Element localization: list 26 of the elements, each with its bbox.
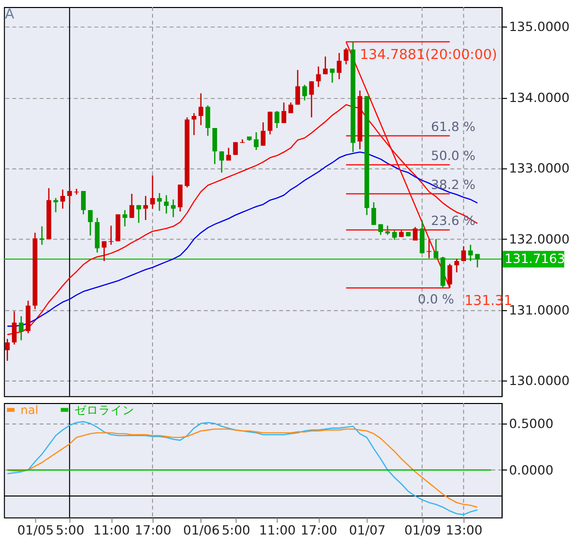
x-tick-label: 11:00 [93, 522, 130, 538]
x-tick-label: 5:00 [222, 522, 250, 538]
y-tick-label: 0.0000 [508, 462, 554, 478]
series-label: 0.0 % [418, 292, 454, 307]
x-tick-label: 13:00 [446, 522, 482, 538]
series-label: 61.8 % [431, 118, 476, 134]
annotation: A [4, 6, 15, 23]
x-tick-label: 5:00 [56, 522, 84, 538]
x-tick-label: 01/09 [404, 522, 441, 538]
y-tick-label: 0.5000 [508, 416, 554, 431]
annotation: 134.7881(20:00:00) [360, 46, 498, 63]
y-tick-label: 132.0000 [508, 232, 570, 246]
y-tick-label: 130.0000 [508, 373, 570, 388]
y-tick-label: 135.0000 [508, 19, 570, 34]
series-label: 38.2 % [431, 176, 476, 192]
x-tick-label: 17:00 [300, 522, 338, 538]
series-label: 50.0 % [431, 148, 476, 163]
x-tick-label: 01/05 [17, 522, 54, 538]
x-tick-label: 01/06 [183, 522, 220, 538]
y-tick-label: 133.0000 [508, 160, 570, 176]
x-tick-label: 01/07 [349, 522, 386, 538]
x-tick-label: 11:00 [259, 522, 296, 538]
y-tick-label: 134.0000 [508, 90, 570, 105]
legend-label: nal [20, 402, 38, 417]
x-tick-label: 17:00 [134, 522, 172, 538]
legend-label: ゼロライン [74, 402, 134, 417]
